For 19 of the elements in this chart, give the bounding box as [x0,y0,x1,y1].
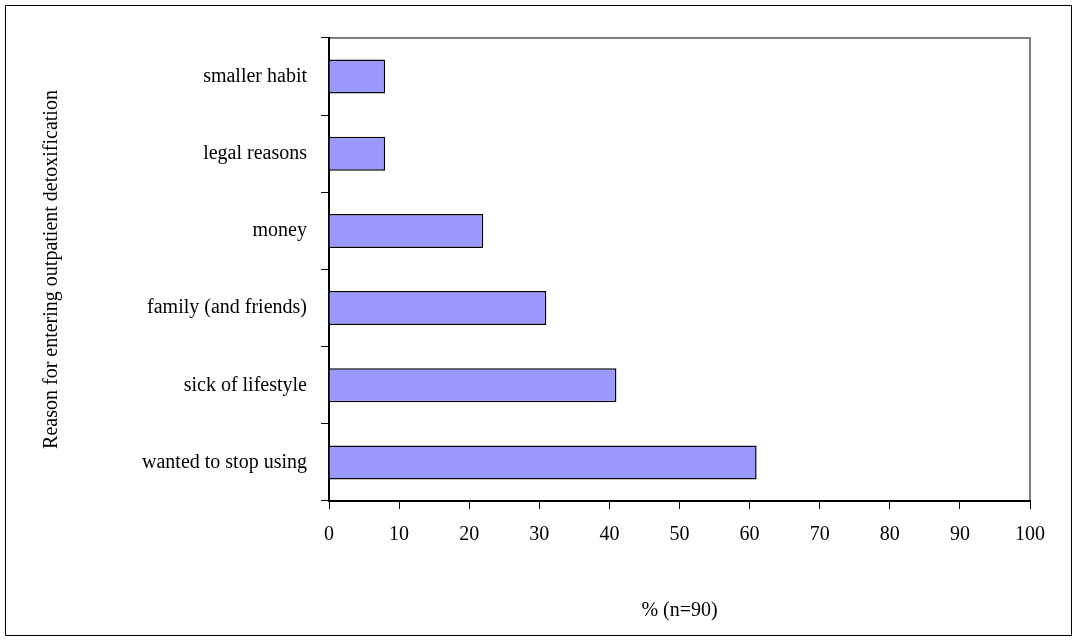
y-tick-label: legal reasons [203,141,308,164]
x-tick-label: 40 [599,522,620,545]
y-tick-label: money [252,218,307,242]
y-axis-title: Reason for entering outpatient detoxification [39,90,63,449]
x-tick-label: 70 [809,522,830,545]
x-tick-label: 60 [739,522,760,545]
y-tick-label: family (and friends) [147,295,307,319]
x-tick-label: 20 [459,522,480,545]
x-tick-label: 50 [669,522,690,545]
y-tick-label: sick of lifestyle [183,372,308,396]
x-axis-title: % (n=90) [641,598,718,622]
x-tick-label: 30 [529,522,550,545]
x-tick-label: 0 [324,522,334,545]
y-tick-label: smaller habit [203,63,308,86]
x-tick-label: 80 [879,522,900,545]
x-tick-label: 90 [949,522,970,545]
x-tick-label: 10 [389,522,410,545]
x-tick-label: 100 [1015,522,1045,545]
y-tick-label: wanted to stop using [142,449,307,473]
